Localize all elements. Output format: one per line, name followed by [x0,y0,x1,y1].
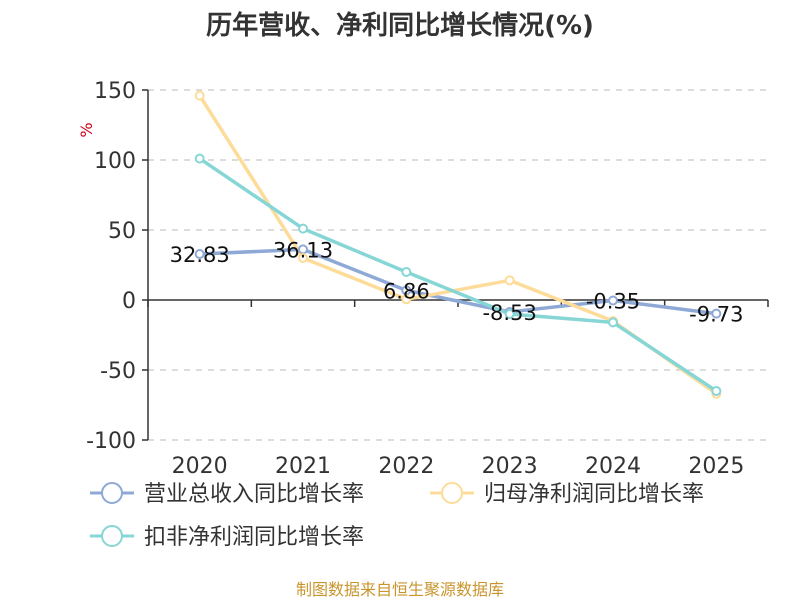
legend-marker [101,482,123,504]
legend-marker [441,482,463,504]
legend-marker [101,525,123,547]
data-point [608,317,618,328]
data-point [504,275,515,286]
data-point [401,294,412,305]
y-tick-label: 0 [122,289,136,314]
y-tick-label: -100 [86,429,136,454]
legend-label: 归母净利润同比增长率 [484,482,704,507]
y-axis-unit: % [77,122,96,137]
y-tick-label: 50 [108,219,136,244]
x-tick-label: 2020 [172,454,228,479]
data-labels: 32.83 36.13 6.86 -8.53 -0.35 -9.73 [170,238,744,326]
y-tick-label: 100 [94,149,136,174]
data-point [711,386,722,396]
series-line-0 [197,247,719,316]
source-note: 制图数据来自恒生聚源数据库 [296,580,504,599]
data-label: 36.13 [273,238,333,262]
data-label: 6.86 [383,279,430,303]
data-label: -0.35 [586,289,640,313]
data-point [194,249,205,260]
data-point [711,308,722,319]
axes [142,89,769,441]
data-label: -8.53 [482,301,536,325]
data-point [608,295,618,306]
chart-title: 历年营收、净利同比增长情况(%) [206,10,594,41]
legend-label: 营业总收入同比增长率 [144,482,364,507]
data-point [504,309,515,319]
x-tick-label: 2024 [585,454,641,479]
x-tick-label: 2025 [688,454,744,479]
x-tick-label: 2023 [482,454,538,479]
data-point [298,253,308,263]
tick-labels: 150 100 50 0 -50 -100 2020 2021 2022 2023 2024 2025 [86,79,744,479]
series-lines [194,90,722,399]
data-point [298,223,308,234]
data-label: -9.73 [689,303,743,327]
y-tick-label: 150 [94,79,136,104]
legend-item-1: 归母净利润同比增长率 [430,482,704,507]
data-point [194,90,205,101]
data-point [194,153,205,164]
legend-item-0: 营业总收入同比增长率 [90,482,364,507]
x-tick-label: 2022 [378,454,434,479]
x-tick-label: 2021 [275,454,331,479]
legend-item-2: 扣非净利润同比增长率 [90,525,364,550]
data-label: 32.83 [170,243,230,267]
y-tick-label: -50 [100,359,136,384]
data-point [401,267,412,277]
legend-label: 扣非净利润同比增长率 [144,525,364,550]
gridlines [148,89,768,441]
series-line-2 [197,156,719,393]
